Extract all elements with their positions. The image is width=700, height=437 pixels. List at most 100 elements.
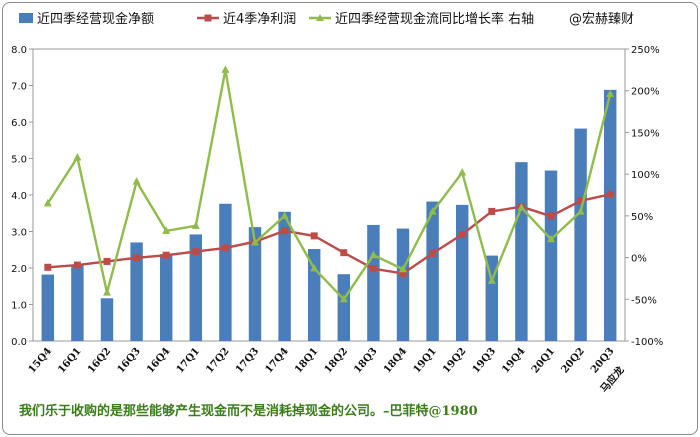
legend-label-growth-rate: 近四季经营现金流同比增长率 右轴 <box>335 11 534 27</box>
right-axis-tick-label: 200% <box>631 87 660 98</box>
x-axis-category-label: 17Q3 <box>234 346 261 376</box>
x-axis-category-label: 19Q1 <box>411 346 438 376</box>
legend-label-cash-net: 近四季经营现金净额 <box>37 11 154 27</box>
net-profit-point <box>73 261 81 269</box>
growth-rate-point <box>369 250 378 259</box>
left-axis-tick-label: 6.0 <box>11 118 27 129</box>
legend: 近四季经营现金净额 近4季净利润 近四季经营现金流同比增长率 右轴 @宏赫臻财 <box>19 11 634 27</box>
plot-area: 0.0 1.0 2.0 3.0 4.0 5.0 6.0 7.0 8.0 -100% -50% 0% 50… <box>11 45 663 376</box>
growth-rate-point <box>162 226 171 234</box>
left-axis-tick-label: 0.0 <box>11 337 27 348</box>
growth-rate-point <box>428 207 437 215</box>
net-profit-point <box>458 230 466 238</box>
bar-cash-net <box>603 89 617 341</box>
net-profit-line <box>47 193 611 275</box>
growth-rate-point <box>103 288 111 296</box>
bar-cash-net <box>515 162 528 341</box>
bar-cash-net <box>367 224 380 341</box>
net-profit-point <box>340 249 348 257</box>
growth-rate-point <box>43 198 52 207</box>
bar-cash-net <box>485 255 499 341</box>
growth-rate-line <box>46 68 612 301</box>
net-profit-point <box>310 232 318 240</box>
net-profit-point <box>162 251 170 259</box>
net-profit-point <box>133 254 141 262</box>
net-profit-point <box>399 269 407 277</box>
growth-rate-point <box>487 276 496 284</box>
net-profit-point <box>606 190 614 198</box>
net-profit-point <box>547 212 555 220</box>
net-profit-point <box>429 249 437 257</box>
left-axis-tick-label: 4.0 <box>11 191 27 202</box>
footer-quote: 我们乐于收购的是那些能够产生现金而不是消耗掉现金的公司。–巴菲特@1980 <box>19 403 478 419</box>
growth-rate-point <box>339 294 348 303</box>
bar-cash-net <box>426 201 439 341</box>
x-axis-category-label: 16Q1 <box>56 346 83 376</box>
net-profit-point <box>577 197 585 205</box>
bar-cash-net <box>248 227 262 341</box>
net-profit-point <box>221 244 229 252</box>
bar-cash-net <box>130 242 143 341</box>
x-axis-category-label: 17Q2 <box>204 346 231 376</box>
growth-rate-point <box>73 152 82 161</box>
net-profit-point <box>103 257 111 265</box>
growth-rate-point <box>399 264 407 273</box>
x-axis-category-label: 18Q2 <box>323 346 350 376</box>
right-axis-tick-label: 100% <box>631 170 660 181</box>
x-axis-category-label: 19Q3 <box>471 346 498 376</box>
growth-rate-point <box>251 238 259 246</box>
left-axis-tick-label: 3.0 <box>11 228 27 239</box>
left-axis-tick-label: 7.0 <box>11 82 27 93</box>
x-axis-category-label: 16Q4 <box>145 346 172 376</box>
x-axis-category-label: 18Q1 <box>293 346 320 376</box>
right-axis-tick-label: 150% <box>631 128 660 139</box>
watermark: @宏赫臻财 <box>569 12 634 27</box>
x-axis-category-label: 17Q4 <box>263 346 290 376</box>
growth-rate-point <box>221 65 230 73</box>
x-axis-category-label: 18Q4 <box>382 346 409 376</box>
bar-cash-net <box>71 265 84 341</box>
right-axis-tick-label: 0% <box>631 254 647 265</box>
growth-rate-point <box>576 207 585 215</box>
x-axis-category-label: 20Q2 <box>559 346 586 376</box>
bar-cash-net <box>455 204 469 341</box>
x-axis-category-label: 18Q3 <box>352 346 379 376</box>
bar-cash-net <box>189 234 203 341</box>
x-axis-category-label: 15Q4 <box>27 346 54 376</box>
growth-rate-point <box>191 221 200 229</box>
bar-cash-net <box>41 274 55 341</box>
growth-rate-point <box>547 234 555 243</box>
x-axis-category-label: 20Q1 <box>530 346 557 376</box>
net-profit-point <box>281 227 289 235</box>
x-axis-category-label: 16Q3 <box>115 346 142 376</box>
bar-cash-net <box>337 274 351 341</box>
left-axis-tick-label: 5.0 <box>11 155 27 166</box>
bar-cash-net <box>396 228 410 341</box>
bar-cash-net <box>219 203 232 341</box>
bar-cash-net <box>278 211 291 341</box>
right-axis-tick-label: 250% <box>631 45 660 56</box>
bar-cash-net <box>544 170 558 341</box>
left-axis-tick-label: 8.0 <box>11 45 27 56</box>
bar-cash-net <box>574 128 587 341</box>
x-axis-category-label: 16Q2 <box>86 346 113 376</box>
legend-swatch-bar <box>19 13 33 23</box>
net-profit-point <box>488 207 496 215</box>
net-profit-point <box>44 263 52 271</box>
x-axis-category-label: 19Q4 <box>500 346 527 376</box>
bar-cash-net <box>159 254 173 341</box>
left-axis-tick-label: 1.0 <box>11 301 27 312</box>
legend-label-net-profit: 近4季净利润 <box>223 12 296 27</box>
growth-rate-point <box>280 211 289 219</box>
growth-rate-point <box>606 89 615 98</box>
growth-rate-point <box>517 203 526 211</box>
x-axis-category-label: 19Q2 <box>441 346 468 376</box>
right-axis-tick-label: 50% <box>631 212 653 223</box>
right-axis-tick-label: -100% <box>631 337 663 348</box>
bar-cash-net <box>100 298 114 341</box>
growth-rate-point <box>310 263 319 272</box>
left-axis-tick-label: 2.0 <box>11 264 27 275</box>
right-axis-tick-label: -50% <box>631 295 657 306</box>
plot-border <box>32 48 626 342</box>
